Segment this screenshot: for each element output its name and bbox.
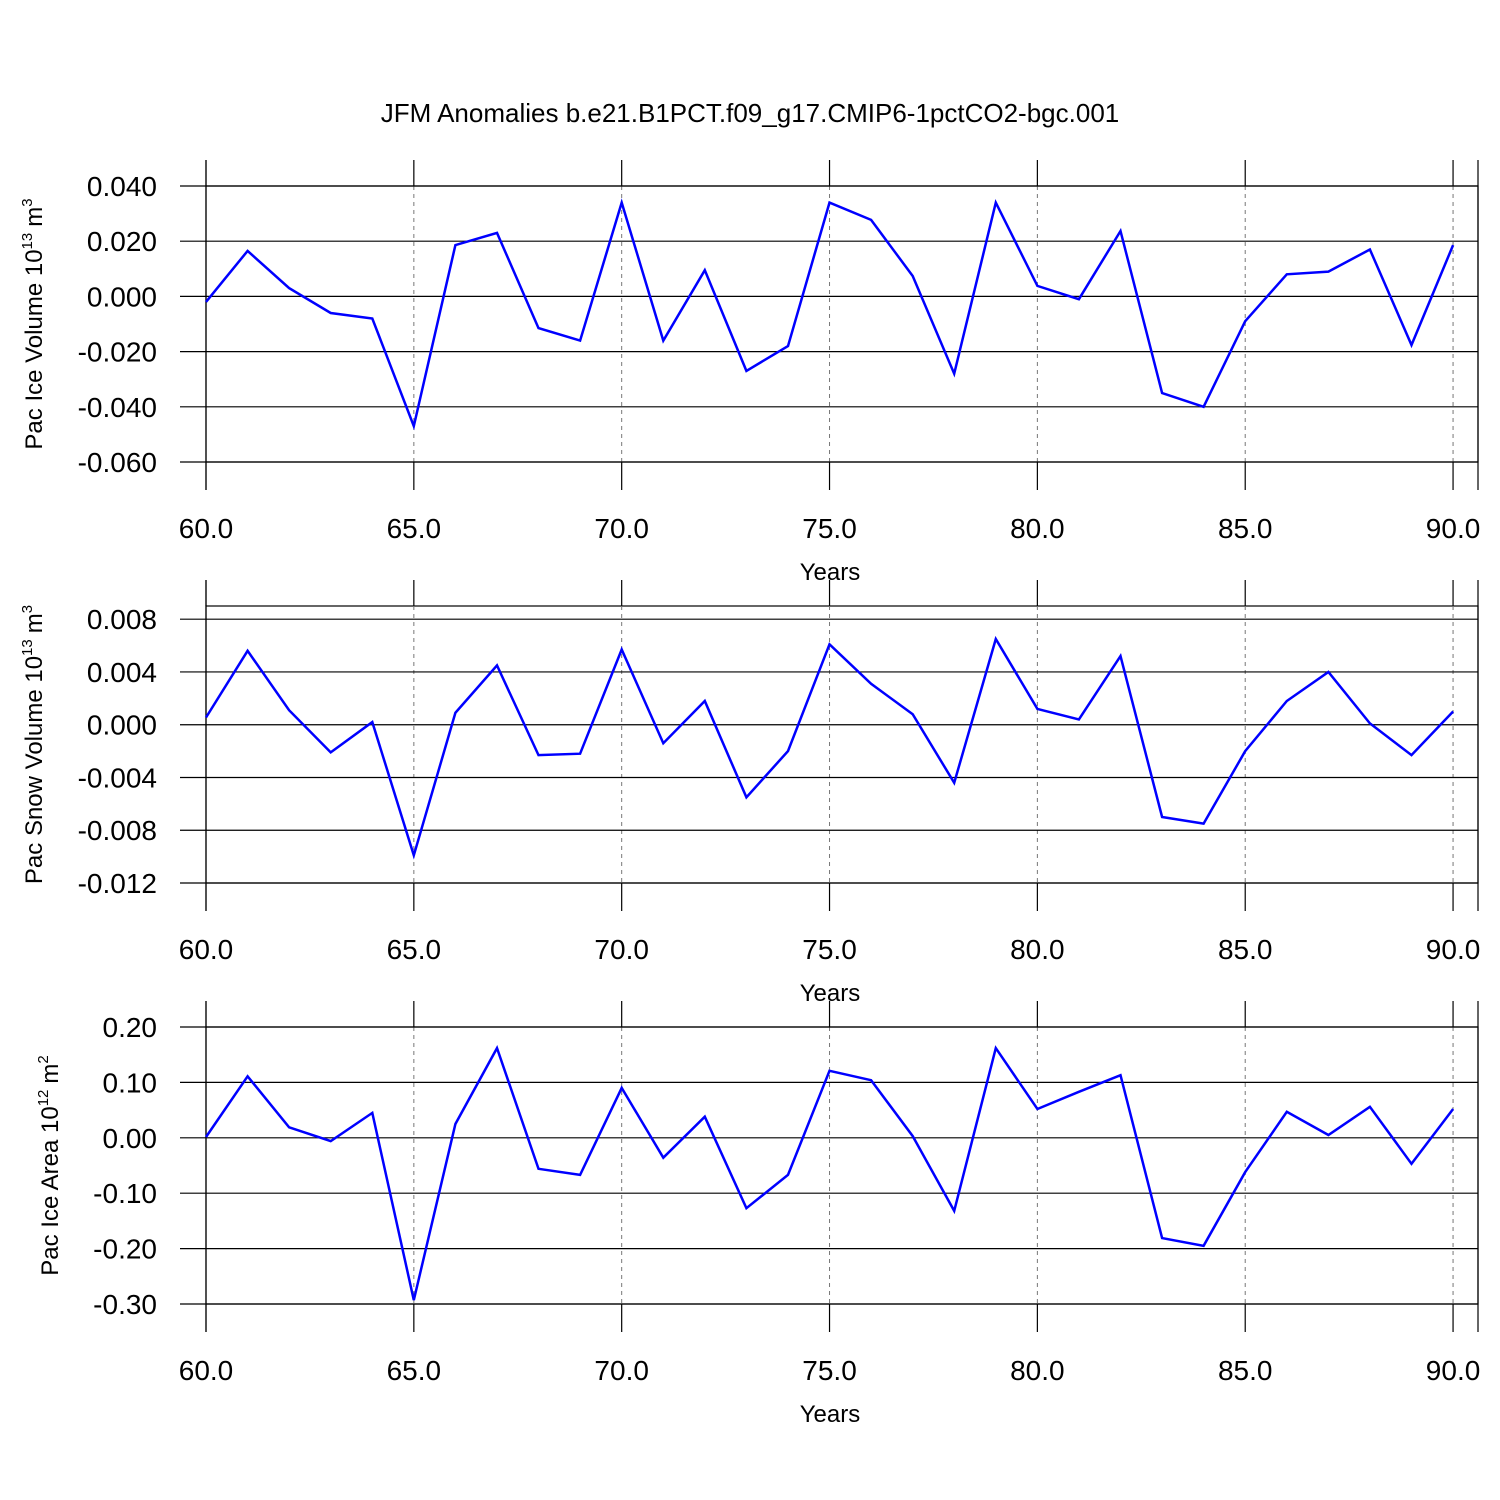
- y-tick-label: -0.012: [78, 868, 157, 899]
- y-axis-label-exponent: 3: [19, 198, 36, 206]
- x-tick-label: 75.0: [802, 1355, 857, 1386]
- x-tick-label: 80.0: [1010, 513, 1065, 544]
- y-axis-label-part: m: [37, 1064, 64, 1084]
- y-axis-label-exponent: 2: [35, 1055, 52, 1063]
- y-axis-label: Pac Ice Volume 1013 m3: [19, 198, 48, 449]
- y-axis-label-part: m: [21, 613, 48, 633]
- x-tick-label: 70.0: [594, 1355, 649, 1386]
- x-tick-label: 90.0: [1426, 934, 1481, 965]
- x-tick-label: 90.0: [1426, 1355, 1481, 1386]
- x-tick-label: 85.0: [1218, 934, 1273, 965]
- y-tick-label: -0.004: [78, 762, 157, 793]
- plot-frame: [205, 185, 1479, 463]
- data-line: [204, 1045, 1455, 1301]
- x-tick-label: 70.0: [594, 934, 649, 965]
- y-axis-label: Pac Ice Area 1012 m2: [35, 1055, 64, 1275]
- y-tick-label: 0.000: [87, 710, 157, 741]
- y-axis-label-part: Pac Ice Volume 10: [21, 249, 48, 449]
- y-tick-label: 0.20: [103, 1012, 158, 1043]
- data-line: [204, 635, 1455, 860]
- y-axis-label-part: m: [21, 207, 48, 227]
- y-axis-label-part: Pac Ice Area 10: [37, 1106, 64, 1275]
- x-tick-label: 60.0: [179, 934, 234, 965]
- x-tick-label: 70.0: [594, 513, 649, 544]
- x-tick-label: 90.0: [1426, 513, 1481, 544]
- y-tick-label: -0.20: [93, 1234, 157, 1265]
- y-axis-label-part: Pac Snow Volume 10: [21, 656, 48, 884]
- y-tick-label: 0.040: [87, 171, 157, 202]
- y-tick-label: 0.020: [87, 226, 157, 257]
- data-line: [205, 198, 1455, 431]
- y-tick-label: 0.00: [103, 1123, 158, 1154]
- x-tick-label: 75.0: [802, 513, 857, 544]
- chart-title: JFM Anomalies b.e21.B1PCT.f09_g17.CMIP6-…: [381, 98, 1120, 128]
- y-tick-label: -0.060: [78, 447, 157, 478]
- x-tick-label: 75.0: [802, 934, 857, 965]
- y-tick-label: -0.040: [78, 392, 157, 423]
- y-tick-label: -0.30: [93, 1289, 157, 1320]
- x-tick-label: 85.0: [1218, 513, 1273, 544]
- y-tick-label: 0.000: [87, 281, 157, 312]
- y-axis-label-exponent: 13: [19, 639, 36, 656]
- x-tick-label: 80.0: [1010, 1355, 1065, 1386]
- x-tick-label: 60.0: [179, 513, 234, 544]
- y-axis-label-exponent: 3: [19, 605, 36, 613]
- x-tick-label: 65.0: [387, 513, 442, 544]
- y-tick-label: 0.10: [103, 1067, 158, 1098]
- x-tick-label: 80.0: [1010, 934, 1065, 965]
- x-tick-label: 60.0: [179, 1355, 234, 1386]
- y-axis-label-exponent: 13: [19, 233, 36, 250]
- x-tick-label: 85.0: [1218, 1355, 1273, 1386]
- y-tick-label: 0.004: [87, 657, 157, 688]
- y-axis-label: Pac Snow Volume 1013 m3: [19, 605, 48, 884]
- x-tick-label: 65.0: [387, 934, 442, 965]
- y-tick-label: 0.008: [87, 604, 157, 635]
- y-tick-label: -0.10: [93, 1178, 157, 1209]
- x-tick-label: 65.0: [387, 1355, 442, 1386]
- y-axis-label-exponent: 12: [35, 1090, 52, 1107]
- x-axis-label: Years: [800, 1401, 861, 1428]
- plot-frame: [205, 605, 1479, 884]
- y-tick-label: -0.020: [78, 337, 157, 368]
- y-tick-label: -0.008: [78, 815, 157, 846]
- plot-frame: [205, 1026, 1479, 1305]
